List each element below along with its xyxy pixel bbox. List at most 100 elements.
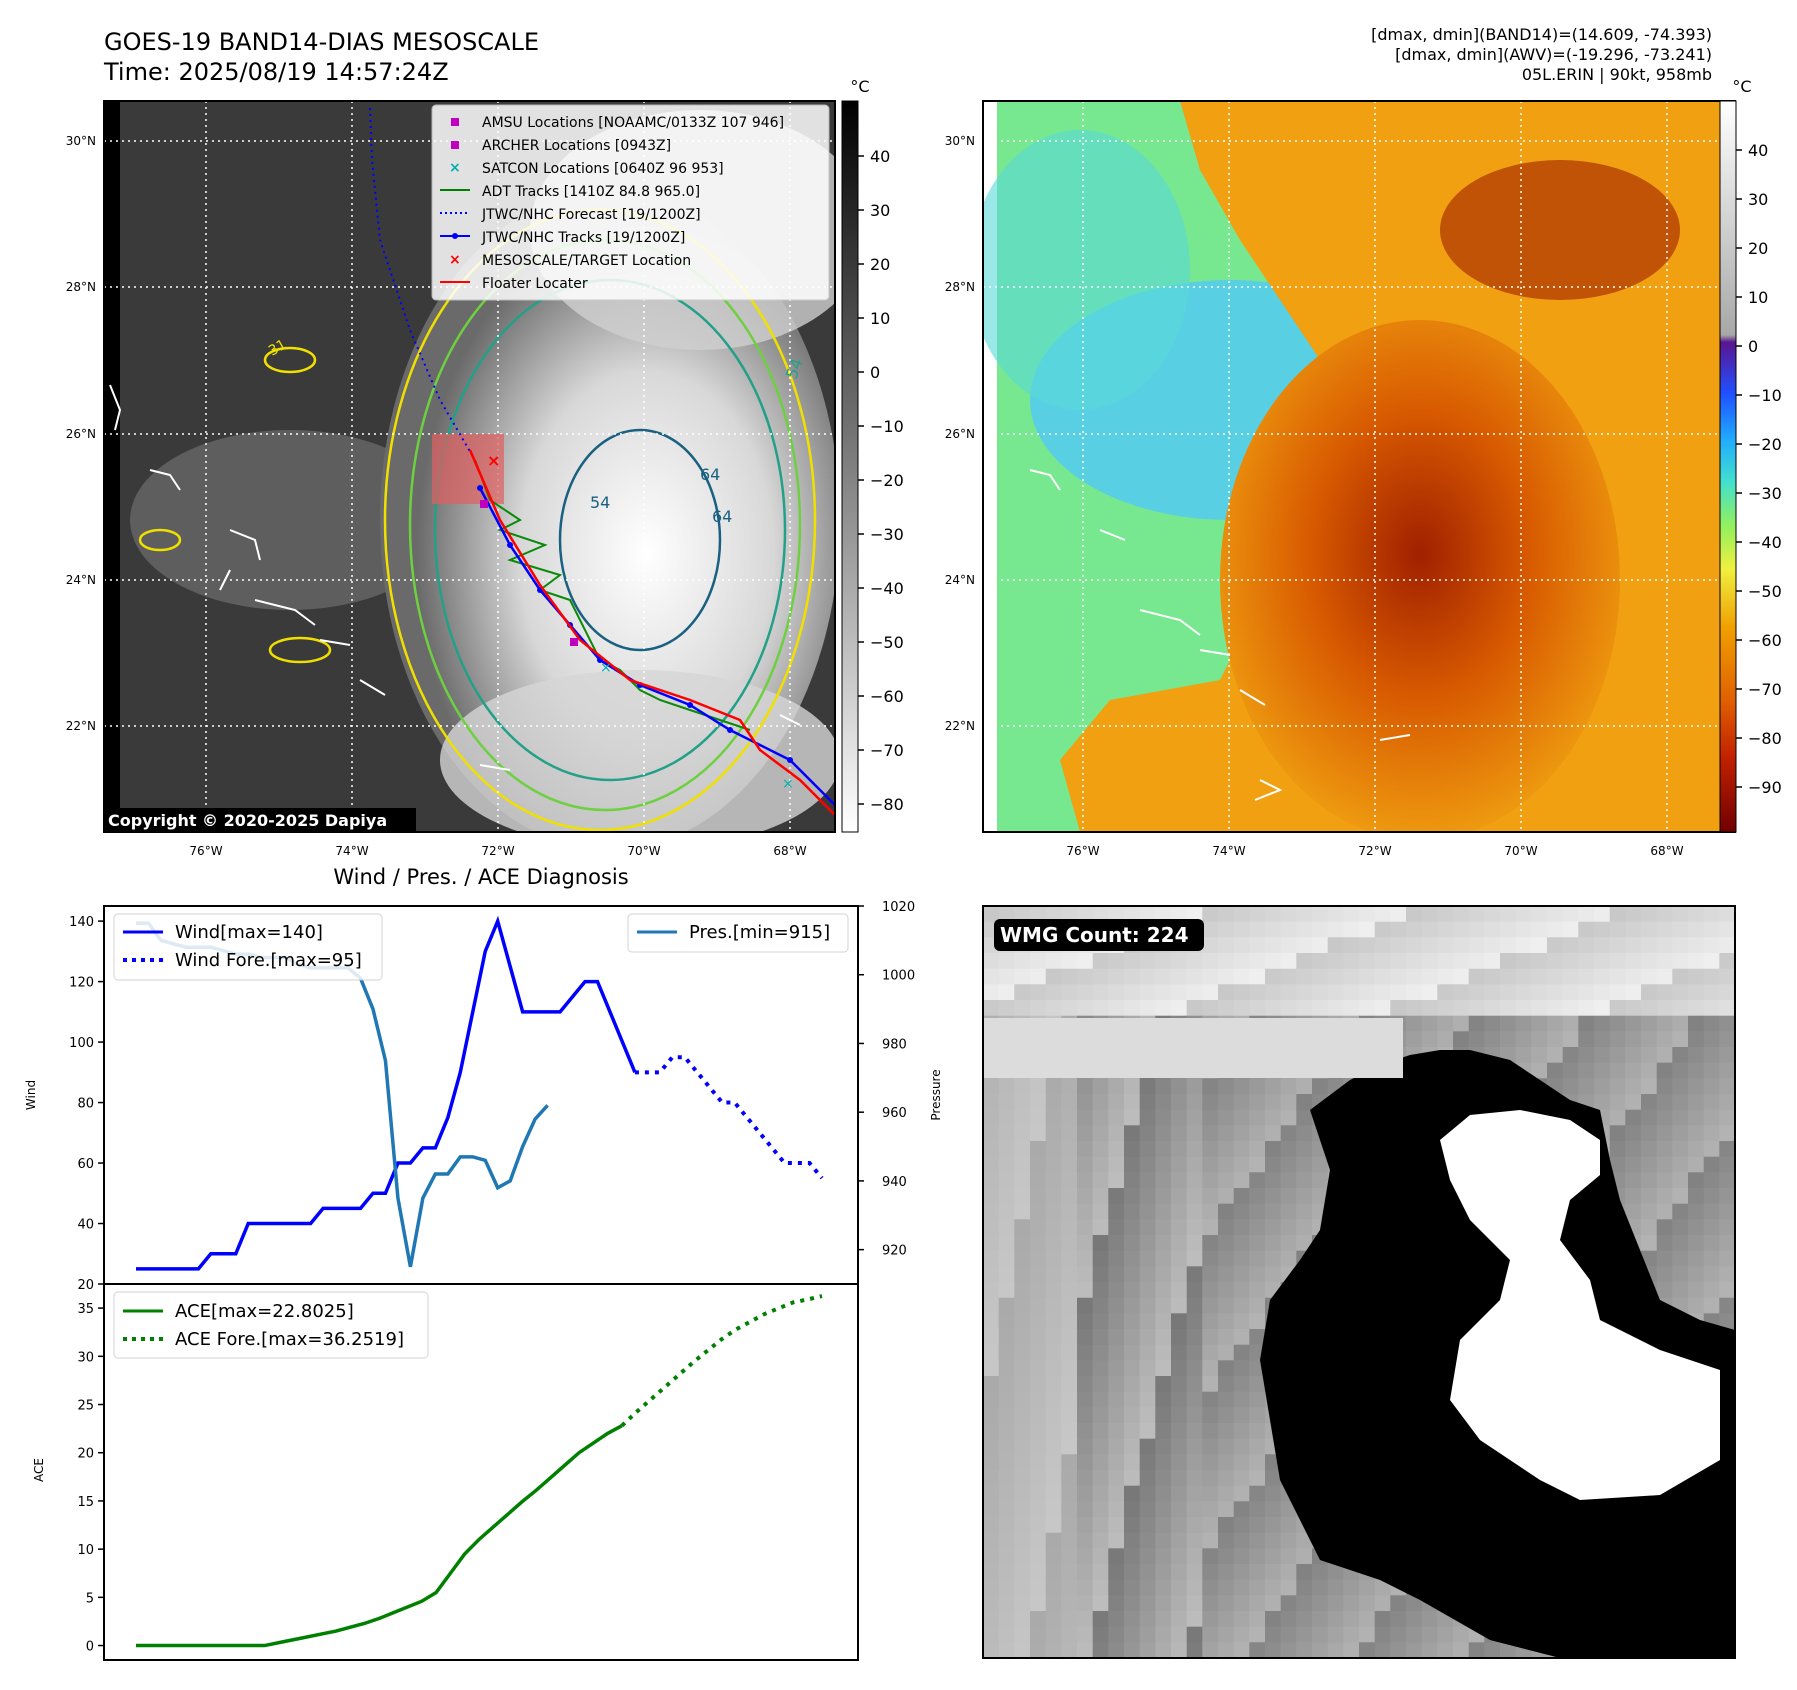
wmg-cell	[1155, 1094, 1172, 1111]
wmg-cell	[1139, 1188, 1156, 1205]
wmg-cell	[998, 1141, 1015, 1158]
wind-forecast-series-line	[634, 1055, 824, 1180]
wmg-cell	[1186, 1626, 1203, 1643]
wmg-cell	[1374, 953, 1391, 970]
wmg-cell	[1124, 1360, 1141, 1377]
wmg-cell	[1672, 1125, 1689, 1142]
wmg-cell	[1108, 1501, 1125, 1518]
awv-colorbar-unit: °C	[1732, 77, 1751, 96]
wmg-cell	[1045, 953, 1062, 970]
wmg-cell	[1061, 1532, 1078, 1549]
wmg-cell	[1030, 1391, 1047, 1408]
wmg-cell	[983, 1407, 1000, 1424]
wmg-cell	[1155, 1109, 1172, 1126]
wmg-cell	[1719, 968, 1736, 985]
wmg-cell	[1719, 1047, 1736, 1064]
wmg-cell	[1437, 953, 1454, 970]
wmg-cell	[1327, 968, 1344, 985]
wmg-cell	[983, 1548, 1000, 1565]
wmg-cell	[1014, 1141, 1031, 1158]
wmg-cell	[1202, 1438, 1219, 1455]
wmg-cell	[1249, 1172, 1266, 1189]
wmg-cell	[1186, 968, 1203, 985]
wmg-cell	[1124, 1626, 1141, 1643]
wmg-cell	[1108, 1235, 1125, 1252]
wmg-cell	[1014, 1109, 1031, 1126]
wmg-cell	[1280, 1109, 1297, 1126]
wmg-cell	[1218, 1282, 1235, 1299]
wmg-cell	[1014, 1125, 1031, 1142]
lat-label: 30°N	[945, 134, 975, 148]
legend-ace-forecast: ACE Fore.[max=36.2519]	[175, 1329, 404, 1350]
lon-label: 72°W	[481, 844, 514, 858]
wmg-cell	[1233, 1438, 1250, 1455]
wmg-cell	[1061, 1360, 1078, 1377]
wmg-cell	[1171, 1564, 1188, 1581]
wmg-cell	[1077, 1548, 1094, 1565]
wmg-cell	[1092, 1407, 1109, 1424]
wmg-cell	[1547, 1031, 1564, 1048]
wmg-cell	[1030, 1376, 1047, 1393]
wmg-cell	[1202, 1595, 1219, 1612]
wmg-cell	[1108, 1344, 1125, 1361]
wmg-cell	[983, 1297, 1000, 1314]
wmg-cell	[1092, 1626, 1109, 1643]
wmg-cell	[1077, 1156, 1094, 1173]
wmg-cell	[1108, 1423, 1125, 1440]
wmg-cell	[1014, 1485, 1031, 1502]
wmg-cell	[1609, 1141, 1626, 1158]
wmg-cell	[1030, 1000, 1047, 1017]
wmg-cell	[1406, 906, 1423, 923]
wmg-cell	[1719, 921, 1736, 938]
wmg-cell	[1061, 1564, 1078, 1581]
wmg-cell	[1562, 1000, 1579, 1017]
wmg-cell	[1030, 1579, 1047, 1596]
wmg-cell	[1092, 1611, 1109, 1628]
wmg-cell	[1265, 1000, 1282, 1017]
wmg-cell	[1703, 1078, 1720, 1095]
wmg-cell	[1202, 1532, 1219, 1549]
wmg-cell	[1202, 1611, 1219, 1628]
wmg-cell	[1531, 906, 1548, 923]
wmg-cell	[1092, 906, 1109, 923]
wmg-cell	[1077, 1376, 1094, 1393]
wmg-cell	[1139, 1141, 1156, 1158]
wmg-cell	[1218, 1000, 1235, 1017]
wmg-cell	[1108, 1360, 1125, 1377]
wmg-cell	[1124, 1125, 1141, 1142]
wmg-cell	[1139, 1470, 1156, 1487]
ace-legend: ACE[max=22.8025] ACE Fore.[max=36.2519]	[113, 1291, 429, 1359]
wmg-cell	[1124, 1470, 1141, 1487]
wmg-cell	[1155, 1235, 1172, 1252]
wmg-cell	[1672, 1031, 1689, 1048]
wmg-cell	[1171, 1438, 1188, 1455]
wmg-cell	[1092, 1000, 1109, 1017]
wmg-cell	[983, 906, 1000, 923]
wmg-cell	[1312, 968, 1329, 985]
wmg-cell	[1139, 984, 1156, 1001]
wmg-cell	[1077, 1611, 1094, 1628]
wmg-cell	[1045, 1125, 1062, 1142]
wmg-cell	[1155, 1642, 1172, 1659]
wmg-cell	[1672, 1282, 1689, 1299]
wmg-cell	[1484, 937, 1501, 954]
wmg-cell	[1672, 1047, 1689, 1064]
wmg-cell	[1233, 1203, 1250, 1220]
ir-colorbar: °C 40 30 20 10 0 −10 −20 −30 −40 −50 −60 −70 −80	[841, 77, 904, 833]
wmg-cell	[1484, 921, 1501, 938]
wmg-cell	[1202, 1188, 1219, 1205]
wmg-cell	[1155, 1297, 1172, 1314]
wmg-cell	[1641, 968, 1658, 985]
wmg-cell	[1609, 1000, 1626, 1017]
wmg-cell	[1030, 1470, 1047, 1487]
wmg-cell	[1531, 1047, 1548, 1064]
legend-label-archer: ARCHER Locations [0943Z]	[482, 138, 671, 154]
awv-colorbar-tick-label: −10	[1748, 386, 1782, 405]
wmg-cell	[1280, 1203, 1297, 1220]
copyright-text: Copyright © 2020-2025 Dapiya	[108, 811, 387, 830]
wmg-cell	[1703, 1219, 1720, 1236]
wmg-cell	[1218, 1611, 1235, 1628]
wmg-cell	[1139, 1219, 1156, 1236]
wmg-cell	[1500, 953, 1517, 970]
wmg-cell	[1030, 1297, 1047, 1314]
